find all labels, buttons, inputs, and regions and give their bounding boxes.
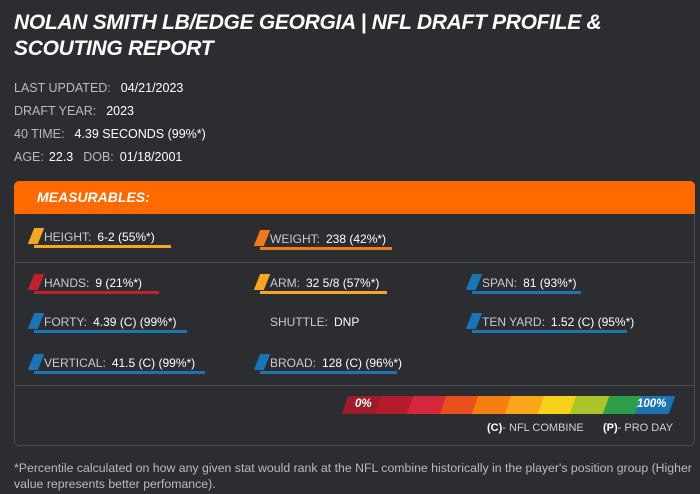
dob-label: DOB: [83, 150, 114, 164]
scale-min-label: 0% [355, 398, 372, 410]
span-underline [472, 291, 581, 294]
ten-yard-underline [472, 330, 627, 333]
forty-value: 4.39 (C) (99%*) [93, 315, 177, 329]
shuttle-stat: SHUTTLE: DNP [257, 313, 377, 333]
legend-combine-text: - NFL COMBINE [502, 422, 584, 434]
ten-yard-stat: TEN YARD: 1.52 (C) (95%*) [465, 313, 634, 333]
broad-value: 128 (C) (96%*) [322, 356, 403, 370]
age-label: AGE: [14, 150, 44, 164]
span-value: 81 (93%*) [523, 276, 577, 290]
arm-underline [260, 291, 387, 294]
draft-year-value: 2023 [106, 104, 135, 118]
forty-stat: FORTY: 4.39 (C) (99%*) [27, 313, 187, 333]
arm-label: ARM: [270, 276, 300, 290]
age-value: 22.3 [48, 150, 74, 164]
vertical-underline [34, 371, 205, 374]
legend-combine: (C)- NFL COMBINE [487, 422, 584, 434]
shuttle-label: SHUTTLE: [270, 315, 329, 329]
footnote: *Percentile calculated on how any given … [14, 461, 692, 491]
measurables-header: MEASURABLES: [14, 181, 695, 214]
vertical-value: 41.5 (C) (99%*) [111, 356, 196, 370]
row-divider [15, 262, 694, 263]
vertical-stat: VERTICAL: 41.5 (C) (99%*) [27, 354, 205, 374]
weight-label: WEIGHT: [270, 232, 320, 246]
age-dob-row: AGE: 22.3 DOB: 01/18/2001 [14, 150, 182, 164]
height-label: HEIGHT: [44, 230, 92, 244]
forty-underline [34, 330, 187, 333]
forty-time-label: 40 TIME: [14, 127, 65, 141]
hands-underline [34, 291, 159, 294]
span-label: SPAN: [482, 276, 518, 290]
last-updated-value: 04/21/2023 [120, 81, 184, 95]
legend-proday-code: (P) [603, 422, 618, 434]
scale-divider [15, 385, 694, 386]
draft-year-row: DRAFT YEAR: 2023 [14, 104, 134, 118]
height-underline [34, 245, 171, 248]
legend-proday-text: - PRO DAY [617, 422, 674, 434]
ten-yard-label: TEN YARD: [482, 315, 545, 329]
legend-combine-code: (C) [487, 422, 503, 434]
hands-value: 9 (21%*) [95, 276, 143, 290]
broad-label: BROAD: [270, 356, 317, 370]
shuttle-value: DNP [334, 315, 360, 329]
arm-stat: ARM: 32 5/8 (57%*) [253, 274, 387, 294]
weight-value: 238 (42%*) [326, 232, 387, 246]
draft-year-label: DRAFT YEAR: [14, 104, 97, 118]
broad-stat: BROAD: 128 (C) (96%*) [253, 354, 402, 374]
vertical-label: VERTICAL: [44, 356, 106, 370]
forty-time-value: 4.39 SECONDS (99%*) [74, 127, 206, 141]
dob-value: 01/18/2001 [119, 150, 183, 164]
forty-label: FORTY: [44, 315, 88, 329]
scale-max-label: 100% [637, 398, 667, 410]
last-updated-label: LAST UPDATED: [14, 81, 111, 95]
weight-stat: WEIGHT: 238 (42%*) [253, 230, 392, 250]
height-value: 6-2 (55%*) [97, 230, 155, 244]
ten-yard-value: 1.52 (C) (95%*) [550, 315, 635, 329]
last-updated-row: LAST UPDATED: 04/21/2023 [14, 81, 183, 95]
measurables-card: MEASURABLES: HEIGHT: 6-2 (55%*) WEIGHT: 23… [14, 181, 695, 446]
forty-time-row: 40 TIME: 4.39 SECONDS (99%*) [14, 127, 206, 141]
measurables-header-text: MEASURABLES: [37, 189, 150, 205]
page-title: NOLAN SMITH LB/EDGE GEORGIA | NFL DRAFT … [14, 11, 602, 60]
span-stat: SPAN: 81 (93%*) [465, 274, 581, 294]
broad-underline [260, 371, 397, 374]
height-stat: HEIGHT: 6-2 (55%*) [27, 228, 171, 248]
hands-stat: HANDS: 9 (21%*) [27, 274, 159, 294]
hands-label: HANDS: [44, 276, 90, 290]
weight-underline [260, 247, 392, 250]
legend-proday: (P)- PRO DAY [603, 422, 673, 434]
percentile-color-scale: 0% 100% [341, 396, 676, 414]
arm-value: 32 5/8 (57%*) [306, 276, 380, 290]
